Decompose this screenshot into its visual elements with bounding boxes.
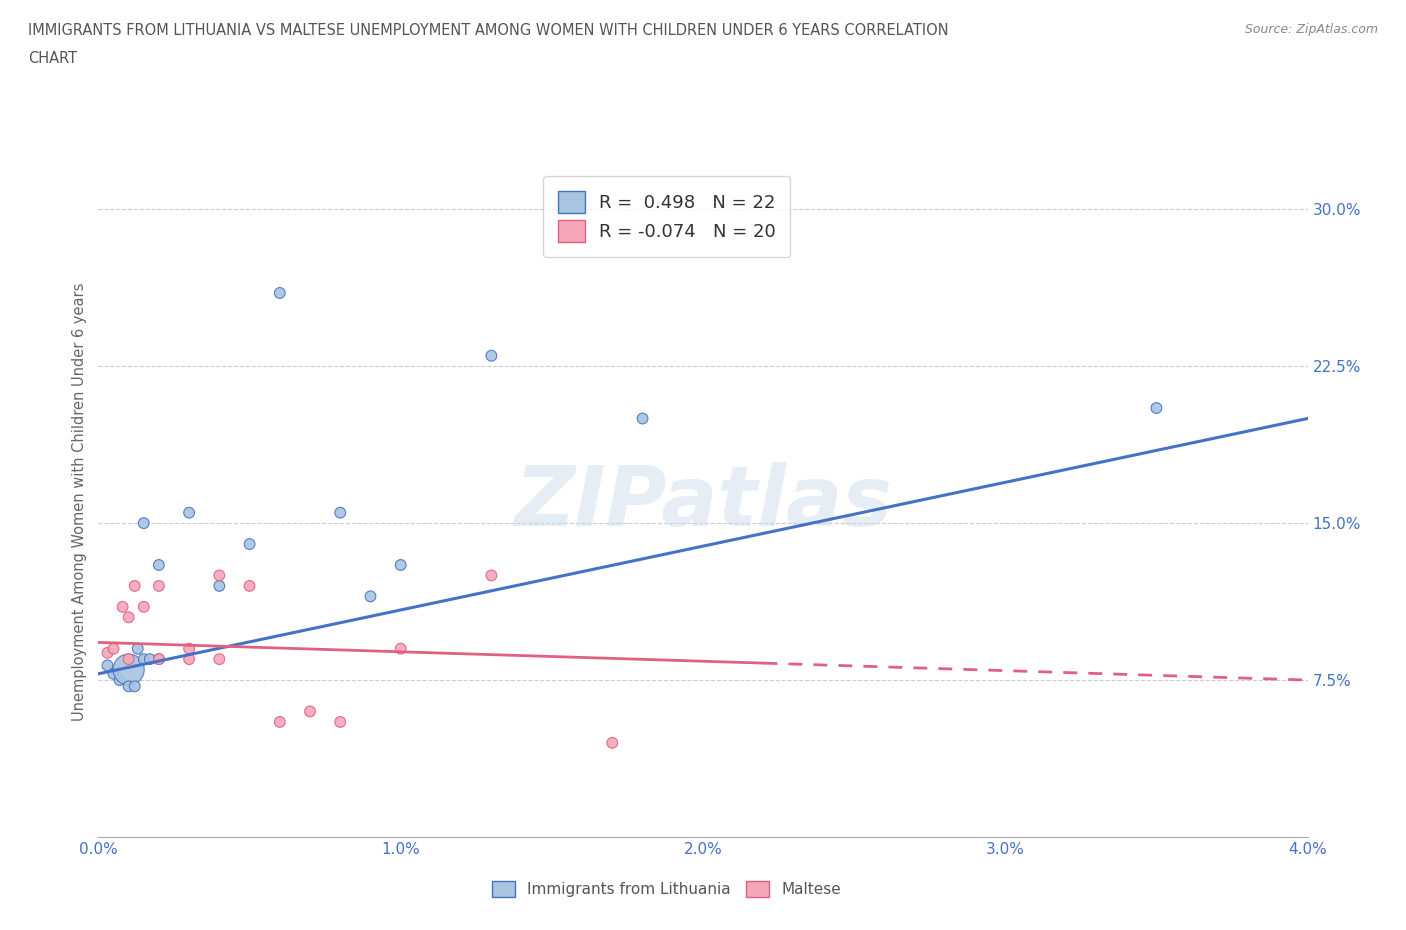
- Point: [1144, 401, 1167, 416]
- Point: [208, 578, 231, 593]
- Point: [179, 652, 201, 667]
- Point: [96, 658, 118, 673]
- Text: Source: ZipAtlas.com: Source: ZipAtlas.com: [1244, 23, 1378, 36]
- Point: [132, 516, 155, 531]
- Point: [108, 672, 131, 687]
- Point: [208, 568, 231, 583]
- Point: [208, 652, 231, 667]
- Text: CHART: CHART: [28, 51, 77, 66]
- Point: [329, 505, 352, 520]
- Point: [124, 679, 146, 694]
- Point: [479, 568, 503, 583]
- Point: [118, 652, 141, 667]
- Text: ZIPatlas: ZIPatlas: [515, 461, 891, 543]
- Point: [179, 505, 201, 520]
- Point: [118, 610, 141, 625]
- Point: [103, 642, 125, 657]
- Point: [179, 642, 201, 657]
- Point: [127, 642, 149, 657]
- Point: [239, 537, 262, 551]
- Point: [124, 578, 146, 593]
- Point: [239, 578, 262, 593]
- Point: [389, 642, 412, 657]
- Point: [631, 411, 654, 426]
- Point: [103, 666, 125, 681]
- Point: [602, 736, 624, 751]
- Point: [479, 349, 503, 364]
- Y-axis label: Unemployment Among Women with Children Under 6 years: Unemployment Among Women with Children U…: [72, 283, 87, 722]
- Text: IMMIGRANTS FROM LITHUANIA VS MALTESE UNEMPLOYMENT AMONG WOMEN WITH CHILDREN UNDE: IMMIGRANTS FROM LITHUANIA VS MALTESE UNE…: [28, 23, 949, 38]
- Point: [148, 652, 170, 667]
- Point: [132, 600, 155, 615]
- Point: [148, 652, 170, 667]
- Point: [329, 714, 352, 729]
- Point: [148, 578, 170, 593]
- Point: [389, 558, 412, 573]
- Point: [299, 704, 322, 719]
- Point: [359, 589, 381, 604]
- Legend: Immigrants from Lithuania, Maltese: Immigrants from Lithuania, Maltese: [486, 875, 848, 903]
- Point: [118, 662, 141, 677]
- Point: [96, 645, 118, 660]
- Point: [139, 652, 162, 667]
- Point: [132, 652, 155, 667]
- Point: [269, 714, 291, 729]
- Point: [111, 600, 134, 615]
- Point: [148, 558, 170, 573]
- Point: [269, 286, 291, 300]
- Point: [118, 679, 141, 694]
